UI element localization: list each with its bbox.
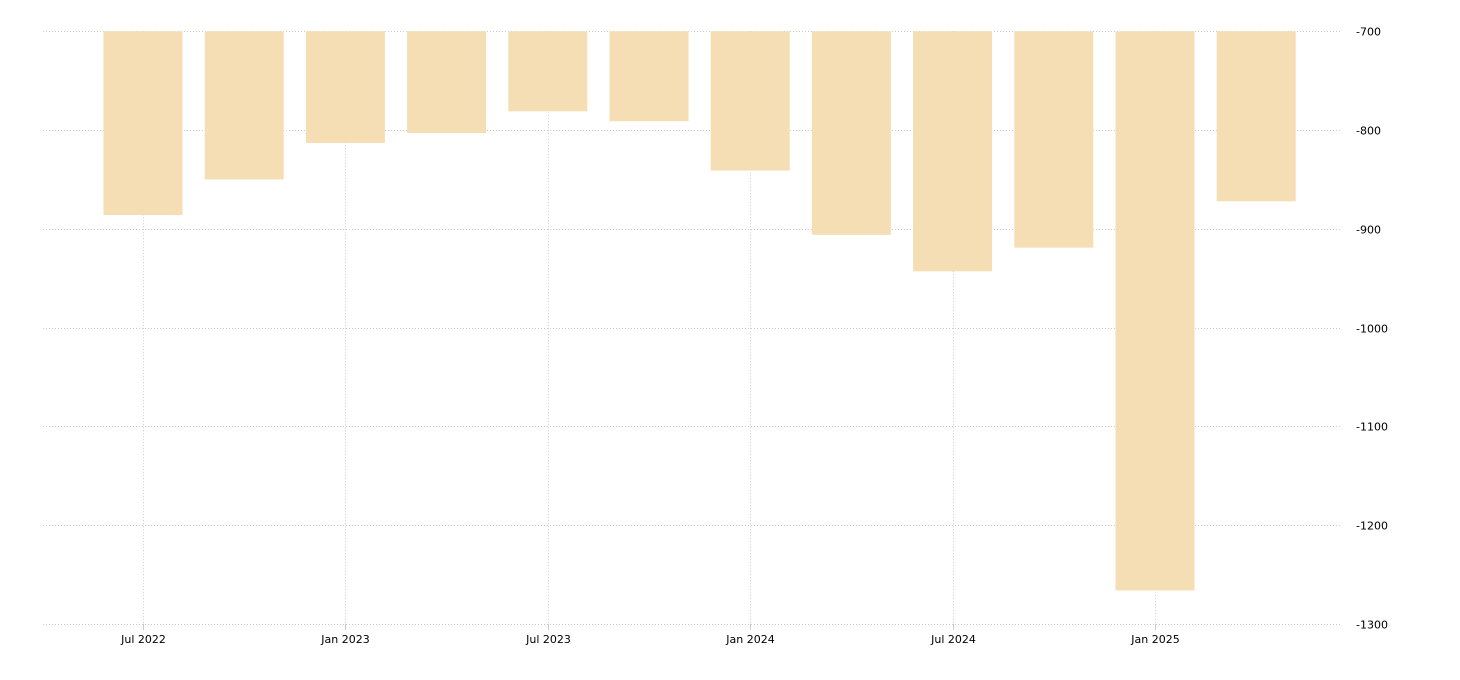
bar-jan-2023: [305, 31, 385, 143]
x-axis: Jul 2022 Jan 2023 Jul 2023 Jan 2024 Jul 2024…: [120, 633, 1180, 646]
y-tick-label: -800: [1356, 125, 1381, 138]
bar-oct-2023: [609, 31, 689, 122]
bar-jan-2024: [710, 31, 790, 171]
y-tick-label: -1100: [1356, 421, 1388, 434]
x-tick-label: Jul 2024: [930, 633, 976, 646]
bar-oct-2024: [1014, 31, 1094, 248]
y-tick-label: -900: [1356, 224, 1381, 237]
bar-oct-2022: [204, 31, 284, 180]
y-tick-label: -1000: [1356, 323, 1388, 336]
bar-jul-2024: [913, 31, 993, 272]
x-tick-label: Jul 2022: [120, 633, 166, 646]
x-tick-label: Jan 2025: [1130, 633, 1179, 646]
bar-apr-2024: [811, 31, 891, 235]
bars: [103, 31, 1296, 591]
bar-jul-2022: [103, 31, 183, 216]
bar-jul-2023: [508, 31, 588, 112]
y-axis: -700 -800 -900 -1000 -1100 -1200 -1300: [1356, 26, 1388, 632]
y-tick-label: -700: [1356, 26, 1381, 39]
y-tick-label: -1300: [1356, 619, 1388, 632]
x-tick-label: Jan 2024: [725, 633, 774, 646]
bar-jan-2025: [1115, 31, 1195, 591]
bar-apr-2025: [1216, 31, 1296, 202]
bar-apr-2023: [407, 31, 487, 134]
x-tick-label: Jan 2023: [320, 633, 369, 646]
y-tick-label: -1200: [1356, 520, 1388, 533]
x-tick-label: Jul 2023: [525, 633, 571, 646]
